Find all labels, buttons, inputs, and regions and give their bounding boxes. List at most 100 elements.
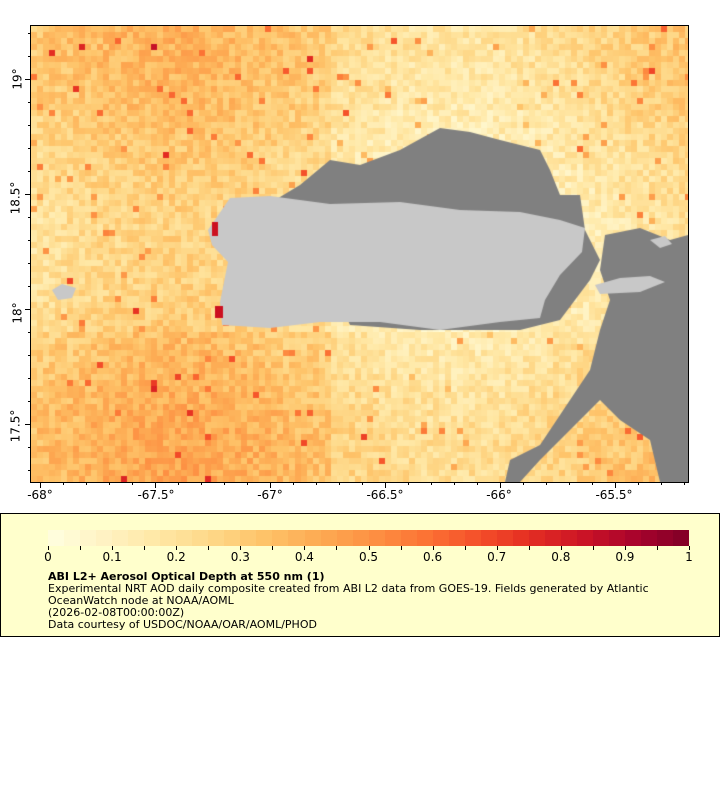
colorbar-segment [673, 530, 690, 546]
axis-tick [523, 482, 524, 485]
y-tick-label: 18.5° [8, 181, 23, 215]
axis-tick [28, 148, 31, 149]
colorbar-tick [80, 546, 81, 550]
colorbar-segment [577, 530, 594, 546]
colorbar-tick [528, 546, 530, 550]
x-tick-label: -67.5° [137, 488, 175, 502]
axis-tick [25, 309, 31, 310]
colorbar-tick-label: 0.6 [423, 550, 443, 564]
axis-tick [431, 482, 432, 485]
colorbar-segment [256, 530, 273, 546]
axis-tick [28, 263, 31, 264]
colorbar-tick [656, 546, 658, 550]
colorbar-segment [224, 530, 241, 546]
y-tick-label: 19° [10, 68, 25, 90]
axis-tick [661, 482, 662, 485]
colorbar-segment [96, 530, 113, 546]
colorbar-tick [689, 546, 690, 550]
axis-tick [63, 482, 64, 485]
axis-tick [546, 482, 547, 485]
axis-tick [28, 240, 31, 241]
colorbar-segment [112, 530, 129, 546]
colorbar-tick [368, 546, 370, 550]
colorbar-segment [641, 530, 658, 546]
axis-tick [28, 33, 31, 34]
axis-tick [86, 482, 87, 485]
colorbar-segment [240, 530, 257, 546]
axis-tick [615, 482, 616, 488]
legend-panel: 0 0.1 0.2 0.3 0.4 0.5 0.6 0.7 0.8 0.9 1 ABI L2+ Ae… [0, 513, 720, 637]
colorbar-tick [496, 546, 498, 550]
colorbar-segment [208, 530, 225, 546]
colorbar-segment [144, 530, 161, 546]
axis-tick [293, 482, 294, 485]
colorbar-segment [320, 530, 337, 546]
axis-tick [28, 286, 31, 287]
colorbar-segment [448, 530, 465, 546]
axis-tick [132, 482, 133, 485]
axis-tick [454, 482, 455, 485]
colorbar-tick [240, 546, 242, 550]
colorbar-segment [272, 530, 289, 546]
axis-tick [569, 482, 570, 485]
axis-tick [40, 482, 41, 488]
colorbar-tick [48, 546, 49, 550]
axis-tick [28, 125, 31, 126]
x-tick-label: -68° [27, 488, 53, 502]
x-tick-label: -67° [257, 488, 283, 502]
colorbar-segment [528, 530, 545, 546]
colorbar-tick [624, 546, 626, 550]
legend-credit: Data courtesy of USDOC/NOAA/OAR/AOML/PHO… [48, 618, 317, 631]
colorbar-segment [368, 530, 385, 546]
x-tick-label: -66° [486, 488, 512, 502]
colorbar-segment [176, 530, 193, 546]
axis-tick [25, 424, 31, 425]
y-tick-label: 17.5° [8, 409, 23, 443]
axis-tick [270, 482, 271, 488]
colorbar-tick-label: 0.4 [294, 550, 314, 564]
aod-map [31, 26, 688, 482]
colorbar-tick [432, 546, 434, 550]
colorbar-segment [400, 530, 417, 546]
colorbar-segment [336, 530, 353, 546]
colorbar-segment [128, 530, 145, 546]
colorbar-tick-label: 0 [44, 550, 52, 564]
axis-tick [25, 194, 31, 195]
colorbar-tick [336, 546, 338, 550]
axis-tick [28, 171, 31, 172]
colorbar [48, 530, 690, 546]
legend-title: ABI L2+ Aerosol Optical Depth at 550 nm … [48, 570, 325, 583]
x-tick-label: -66.5° [366, 488, 404, 502]
axis-tick [477, 482, 478, 485]
axis-tick [362, 482, 363, 485]
legend-description: Experimental NRT AOD daily composite cre… [48, 582, 649, 595]
colorbar-tick [144, 546, 146, 550]
axis-tick [28, 332, 31, 333]
axis-tick [28, 102, 31, 103]
axis-tick [500, 482, 501, 488]
colorbar-tick-label: 0.2 [166, 550, 186, 564]
colorbar-tick [560, 546, 562, 550]
colorbar-tick-label: 1 [685, 550, 693, 564]
colorbar-tick-label: 0.8 [551, 550, 571, 564]
colorbar-segment [64, 530, 81, 546]
colorbar-segment [304, 530, 321, 546]
axis-tick [28, 355, 31, 356]
legend-description-2: OceanWatch node at NOAA/AOML [48, 594, 234, 607]
y-tick-label: 18° [10, 302, 25, 324]
colorbar-segment [512, 530, 529, 546]
axis-tick [638, 482, 639, 485]
colorbar-segment [657, 530, 674, 546]
axis-tick [684, 482, 685, 485]
axis-tick [109, 482, 110, 485]
axis-tick [201, 482, 202, 485]
axis-tick [247, 482, 248, 485]
colorbar-segment [416, 530, 433, 546]
axis-tick [316, 482, 317, 485]
axis-tick [385, 482, 386, 488]
colorbar-tick [208, 546, 210, 550]
colorbar-segment [80, 530, 97, 546]
colorbar-segment [593, 530, 610, 546]
colorbar-segment [160, 530, 177, 546]
axis-tick [28, 56, 31, 57]
